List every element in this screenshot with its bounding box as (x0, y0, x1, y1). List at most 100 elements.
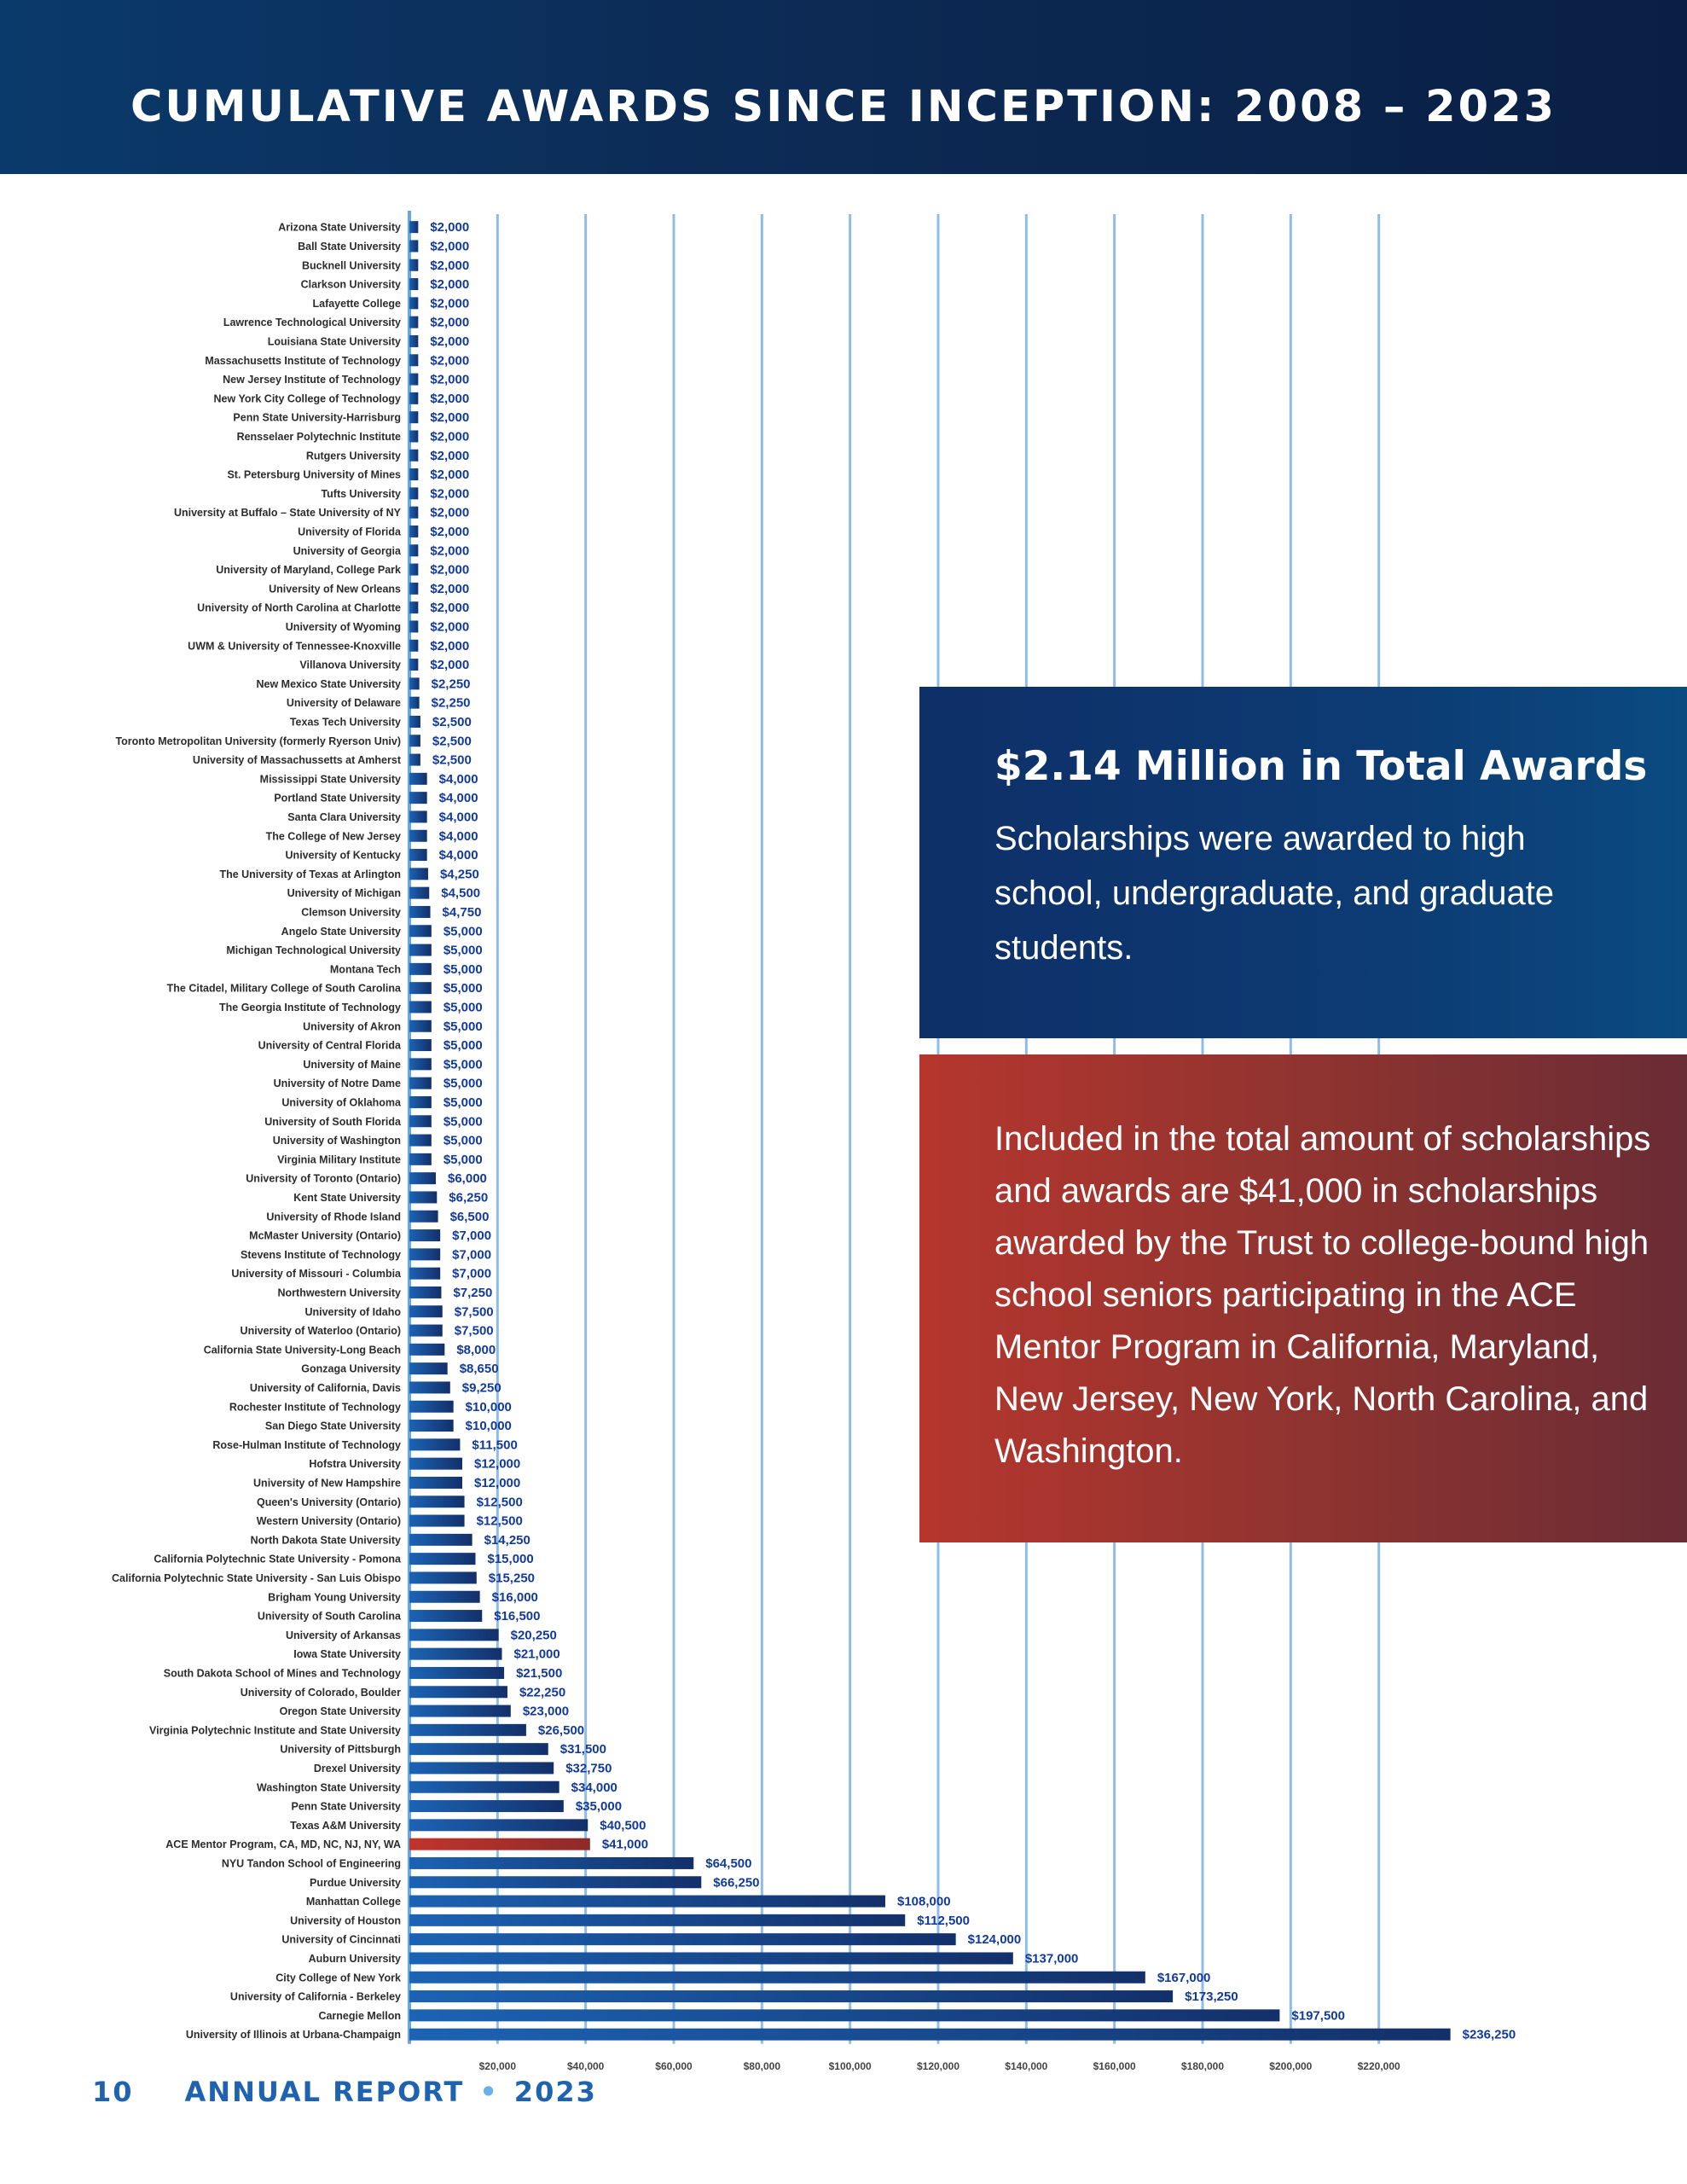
bar (409, 1856, 694, 1869)
bar (409, 982, 432, 995)
bar (409, 430, 419, 443)
category-label: Gonzaga University (301, 1363, 401, 1375)
value-label: $2,000 (430, 277, 469, 292)
category-label: University of Pittsburgh (280, 1744, 401, 1756)
bar (409, 962, 432, 975)
category-label: Texas Tech University (290, 716, 401, 728)
x-tick-label: $80,000 (744, 2060, 781, 2072)
category-label: Northwestern University (278, 1287, 402, 1298)
bar (409, 1666, 505, 1679)
value-label: $2,000 (430, 239, 469, 253)
category-label: Tufts University (321, 488, 401, 500)
value-label: $2,000 (430, 601, 469, 615)
value-label: $7,250 (453, 1286, 492, 1300)
category-label: St. Petersburg University of Mines (227, 469, 401, 481)
bar (409, 659, 419, 671)
value-label: $173,250 (1185, 1989, 1238, 2004)
bar (409, 792, 427, 804)
value-label: $8,000 (456, 1343, 496, 1357)
total-awards-text: Scholarships were awarded to high school… (994, 820, 1555, 967)
category-label: University of Kentucky (286, 850, 402, 862)
value-label: $2,000 (430, 392, 469, 406)
bar (409, 1610, 483, 1623)
value-label: $2,000 (430, 543, 469, 558)
value-label: $64,500 (705, 1856, 751, 1871)
bar (409, 735, 420, 747)
category-label: University of South Carolina (258, 1611, 402, 1623)
category-label: Arizona State University (278, 222, 401, 234)
category-label: New York City College of Technology (214, 392, 402, 404)
category-label: New Mexico State University (256, 678, 401, 690)
value-label: $2,000 (430, 506, 469, 520)
value-label: $22,250 (519, 1685, 565, 1699)
value-label: $137,000 (1025, 1951, 1079, 1966)
value-label: $4,250 (440, 867, 479, 881)
bar (409, 1210, 438, 1223)
value-label: $4,000 (439, 848, 478, 863)
bar (409, 1952, 1013, 1965)
bar (409, 1933, 956, 1946)
bar (409, 506, 419, 519)
value-label: $2,000 (430, 658, 469, 672)
value-label: $40,500 (600, 1818, 646, 1833)
value-label: $167,000 (1157, 1971, 1211, 1985)
value-label: $5,000 (443, 1038, 483, 1053)
category-label: University of New Hampshire (253, 1477, 401, 1489)
category-label: The College of New Jersey (266, 830, 401, 842)
category-label: South Dakota School of Mines and Technol… (164, 1667, 401, 1679)
category-label: McMaster University (Ontario) (249, 1230, 401, 1242)
value-label: $7,500 (455, 1304, 494, 1319)
value-label: $34,000 (571, 1780, 617, 1795)
category-label: University of Wyoming (286, 621, 401, 633)
bar (409, 468, 419, 481)
bar (409, 1533, 472, 1546)
bar (409, 373, 419, 386)
value-label: $12,000 (474, 1457, 520, 1472)
category-label: University of Waterloo (Ontario) (241, 1325, 401, 1337)
category-label: Western University (Ontario) (257, 1515, 401, 1527)
value-label: $5,000 (443, 962, 483, 977)
bar (409, 240, 419, 253)
x-tick-label: $160,000 (1093, 2060, 1136, 2072)
category-label: University of Illinois at Urbana-Champai… (186, 2029, 401, 2041)
bar (409, 810, 427, 823)
value-label: $197,500 (1291, 2008, 1345, 2023)
value-label: $6,250 (449, 1190, 488, 1205)
bar (409, 392, 419, 404)
value-label: $5,000 (443, 981, 483, 996)
bar (409, 1134, 432, 1147)
bar (409, 1723, 526, 1736)
report-label: ANNUAL REPORT (184, 2076, 465, 2108)
value-label: $21,500 (516, 1666, 562, 1681)
value-label: $9,250 (462, 1380, 501, 1395)
category-label: Drexel University (314, 1763, 401, 1774)
bar (409, 1438, 461, 1451)
value-label: $2,000 (430, 429, 469, 444)
value-label: $108,000 (897, 1895, 951, 1909)
category-label: New Jersey Institute of Technology (223, 374, 401, 386)
value-label: $2,000 (430, 525, 469, 539)
category-label: University of Missouri - Columbia (231, 1268, 402, 1280)
category-label: North Dakota State University (251, 1534, 401, 1546)
value-label: $2,250 (432, 677, 471, 691)
value-label: $2,000 (430, 258, 469, 273)
x-tick-label: $120,000 (917, 2060, 959, 2072)
x-tick-label: $220,000 (1358, 2060, 1400, 2072)
bar (409, 449, 419, 462)
value-label: $31,500 (560, 1742, 606, 1757)
value-label: $2,000 (430, 468, 469, 482)
bar (409, 544, 419, 557)
category-label: University of Maine (303, 1059, 401, 1071)
bar (409, 1895, 885, 1908)
value-label: $15,250 (489, 1571, 535, 1585)
bar (409, 1743, 548, 1756)
category-label: University of Rhode Island (266, 1211, 401, 1223)
bar (409, 1780, 559, 1793)
bar (409, 1420, 454, 1432)
x-tick-label: $200,000 (1269, 2060, 1312, 2072)
value-label: $20,250 (511, 1628, 557, 1642)
bar (409, 1095, 432, 1108)
x-tick-label: $20,000 (479, 2060, 517, 2072)
bar (409, 925, 432, 938)
value-label: $41,000 (602, 1838, 648, 1852)
